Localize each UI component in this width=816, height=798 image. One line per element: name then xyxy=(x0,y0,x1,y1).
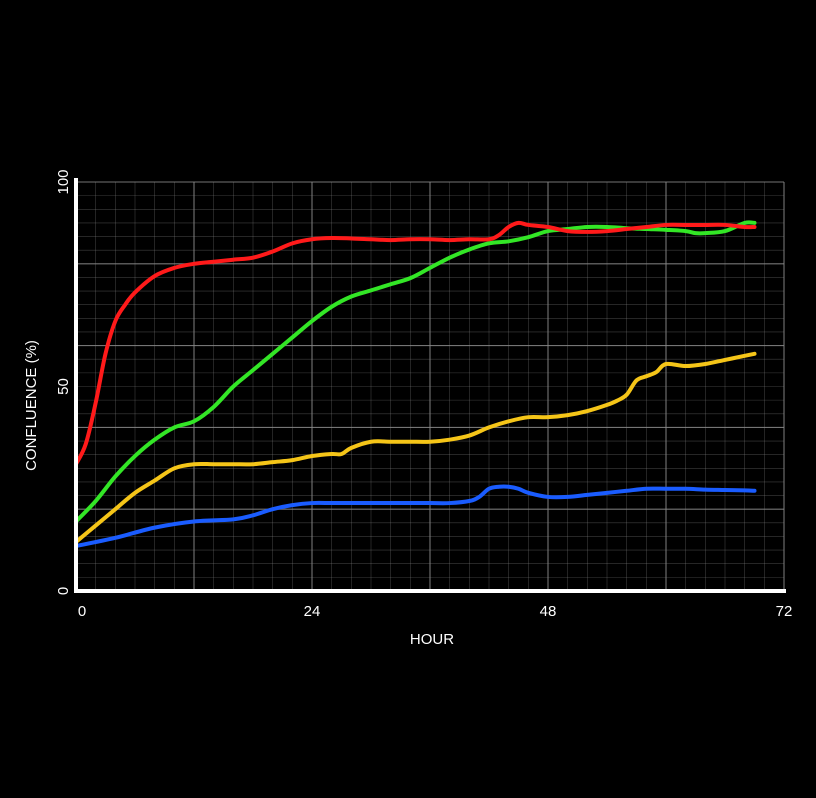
series-line xyxy=(74,220,757,467)
axes xyxy=(74,178,786,593)
x-tick-label: 72 xyxy=(776,603,793,620)
x-tick-label: 24 xyxy=(304,603,321,620)
y-tick-label: 0 xyxy=(55,587,72,595)
y-tick-label: 100 xyxy=(55,169,72,194)
y-tick-label: 50 xyxy=(55,378,72,395)
x-tick-label: 48 xyxy=(540,603,557,620)
series-line xyxy=(74,220,757,524)
x-axis-title: HOUR xyxy=(410,631,454,648)
tick-labels: 0 24 48 72 0 50 100 xyxy=(55,169,792,620)
series-line xyxy=(74,351,757,544)
series-line xyxy=(74,484,757,549)
grid xyxy=(76,181,785,591)
y-axis-title: CONFLUENCE (%) xyxy=(23,340,40,471)
series-group xyxy=(74,220,757,549)
x-tick-label: 0 xyxy=(78,603,86,620)
